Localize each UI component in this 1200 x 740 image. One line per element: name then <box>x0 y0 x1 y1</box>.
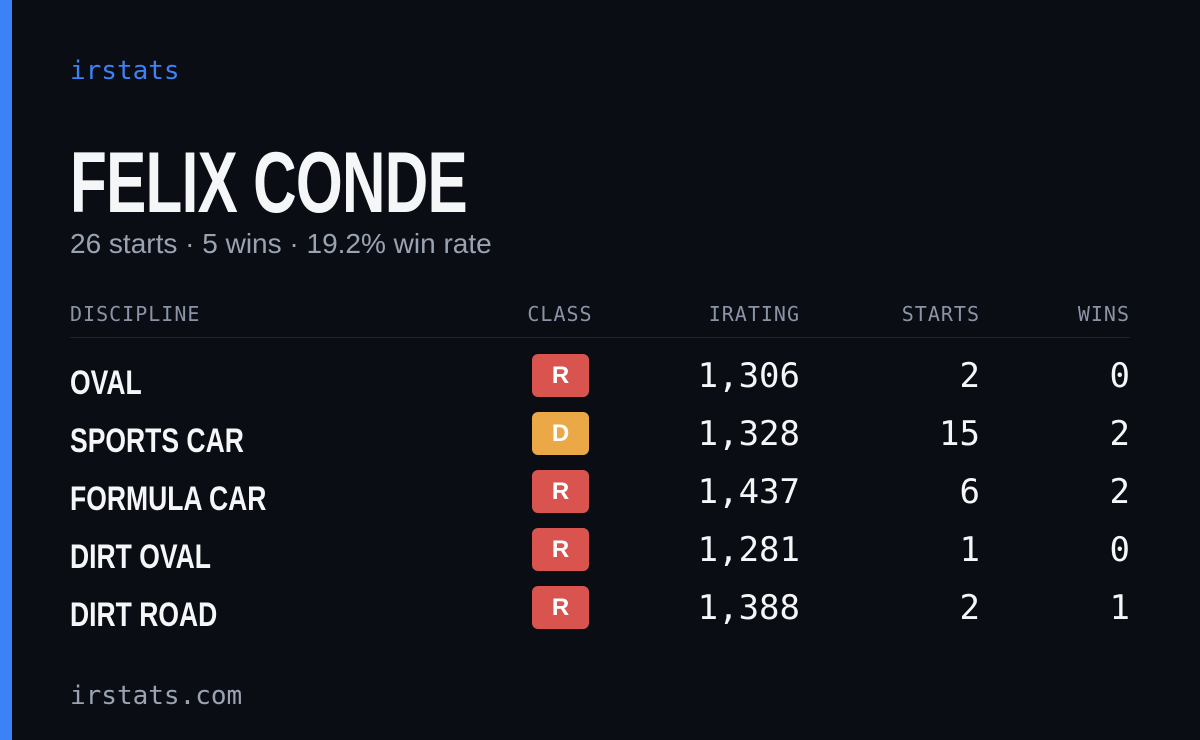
class-badge: R <box>532 354 589 397</box>
discipline: DIRT ROAD <box>70 596 218 634</box>
driver-name: FELIX CONDE <box>70 135 468 231</box>
class-badge: D <box>532 412 589 455</box>
column-header: WINS <box>1077 302 1130 326</box>
header-rule <box>70 337 1130 338</box>
wins: 0 <box>1109 530 1130 570</box>
starts: 15 <box>939 414 980 454</box>
class-badge: R <box>532 586 589 629</box>
wins: 2 <box>1109 472 1130 512</box>
discipline: FORMULA CAR <box>70 480 267 518</box>
irating: 1,437 <box>697 472 800 512</box>
column-header: CLASS <box>527 302 593 326</box>
subtitle: 26 starts · 5 wins · 19.2% win rate <box>70 228 492 259</box>
irating: 1,281 <box>697 530 800 570</box>
class-badge: R <box>532 528 589 571</box>
column-header: DISCIPLINE <box>70 302 201 326</box>
brand: irstats <box>70 56 180 86</box>
starts: 6 <box>959 472 980 512</box>
irating: 1,388 <box>697 588 800 628</box>
irating: 1,306 <box>697 356 800 396</box>
starts: 2 <box>959 356 980 396</box>
column-header: IRATING <box>708 302 800 326</box>
footer: irstats.com <box>70 681 243 711</box>
wins: 0 <box>1109 356 1130 396</box>
discipline: OVAL <box>70 364 142 402</box>
accent-bar <box>0 0 12 740</box>
irating: 1,328 <box>697 414 800 454</box>
starts: 2 <box>959 588 980 628</box>
starts: 1 <box>959 530 980 570</box>
wins: 1 <box>1109 588 1130 628</box>
class-badge: R <box>532 470 589 513</box>
discipline: SPORTS CAR <box>70 422 244 460</box>
wins: 2 <box>1109 414 1130 454</box>
column-header: STARTS <box>901 302 980 326</box>
discipline: DIRT OVAL <box>70 538 211 576</box>
